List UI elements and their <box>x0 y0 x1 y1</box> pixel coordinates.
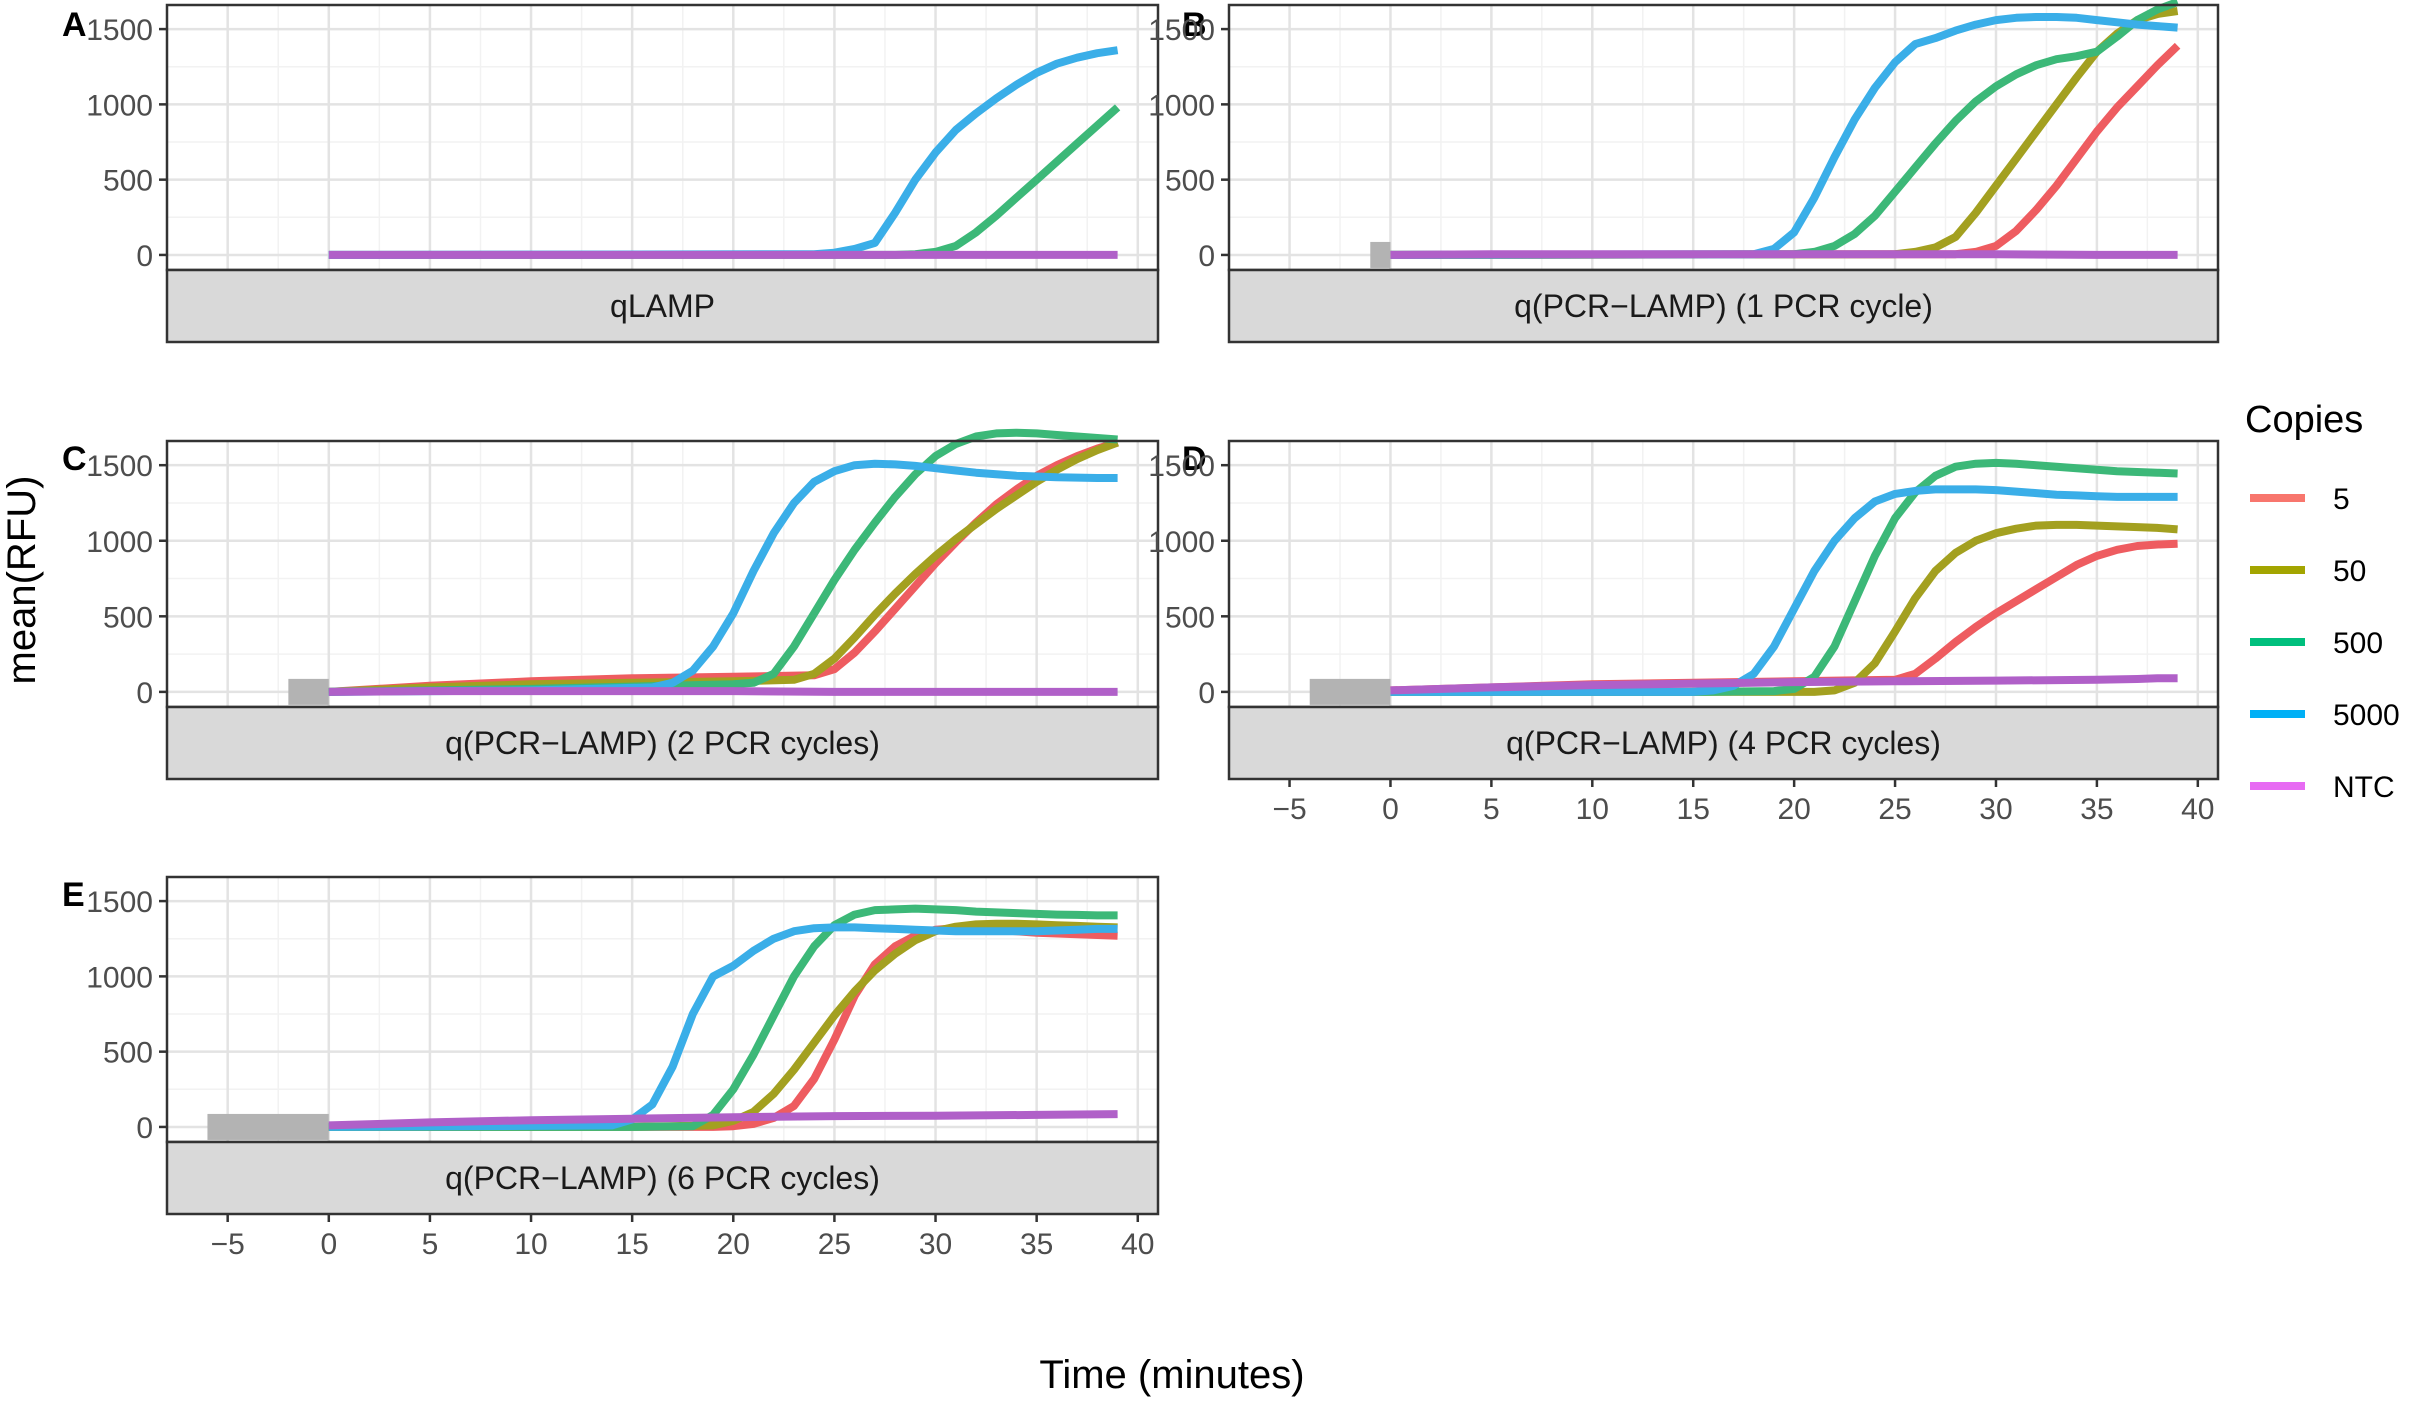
y-tick-label: 500 <box>103 1037 153 1070</box>
series-line-5000 <box>1390 13 2178 259</box>
strip-background <box>165 1140 1160 1216</box>
x-tick-label: 15 <box>615 1228 648 1261</box>
y-tick-label: 500 <box>1165 601 1215 634</box>
series-line-ntc <box>1390 250 2178 259</box>
plot-background <box>167 441 1158 707</box>
x-tick-label: −5 <box>211 1228 245 1261</box>
x-tick-label: 0 <box>320 1228 337 1261</box>
y-tick-label: 1500 <box>1148 14 1215 47</box>
series-line-500 <box>1390 0 2179 259</box>
panel-e: q(PCR−LAMP) (6 PCR cycles) E 0 500 1000 1500 −… <box>62 875 1160 1261</box>
series-line-ntc <box>328 1110 1118 1130</box>
strip-background <box>1227 268 2220 344</box>
legend-label-500: 500 <box>2333 627 2383 660</box>
y-tick-label: 500 <box>103 601 153 634</box>
strip-label: qLAMP <box>610 288 715 324</box>
y-axis-title: mean(RFU) <box>0 476 44 685</box>
series-line-500 <box>328 428 1118 696</box>
y-tick-label: 1500 <box>86 886 153 919</box>
pcr-cycles-bar <box>288 678 329 705</box>
legend: Copies 5 50 500 5000 NTC <box>2245 399 2400 804</box>
y-tick-label: 0 <box>1198 240 1215 273</box>
x-tick-label: 25 <box>1878 793 1911 826</box>
plot-background <box>167 5 1158 270</box>
panel-letter: E <box>62 876 85 914</box>
panel-letter: D <box>1182 440 1207 478</box>
legend-label-5000: 5000 <box>2333 699 2400 732</box>
legend-label-5: 5 <box>2333 483 2350 516</box>
y-tick-label: 0 <box>136 677 153 710</box>
x-tick-label: 20 <box>1777 793 1810 826</box>
x-tick-label: 20 <box>717 1228 750 1261</box>
pcr-cycles-bar <box>207 1113 329 1140</box>
panel-c: q(PCR−LAMP) (2 PCR cycles) C 0 500 1000 1500 <box>62 428 1160 781</box>
y-tick-label: 500 <box>103 165 153 198</box>
pcr-cycles-bar <box>1309 678 1391 705</box>
legend-label-ntc: NTC <box>2333 771 2395 804</box>
series-line-5000 <box>328 46 1119 259</box>
y-tick-label: 0 <box>1198 677 1215 710</box>
y-tick-label: 1500 <box>86 14 153 47</box>
x-tick-label: 30 <box>919 1228 952 1261</box>
pcr-cycles-bar <box>1370 241 1391 268</box>
strip-background <box>1227 705 2220 781</box>
strip-background <box>165 705 1160 781</box>
x-tick-label: 25 <box>818 1228 851 1261</box>
x-tick-label: 10 <box>1576 793 1609 826</box>
series-line-5 <box>328 438 1119 696</box>
y-tick-label: 0 <box>136 240 153 273</box>
y-tick-label: 1000 <box>86 961 153 994</box>
y-tick-label: 0 <box>136 1112 153 1145</box>
y-tick-label: 1000 <box>86 89 153 122</box>
x-tick-label: 30 <box>1979 793 2012 826</box>
series-line-ntc <box>1390 674 2178 695</box>
panel-d: q(PCR−LAMP) (4 PCR cycles) D 0 500 1000 1500 −… <box>1148 439 2220 826</box>
x-tick-label: 0 <box>1382 793 1399 826</box>
y-tick-label: 1000 <box>1148 89 1215 122</box>
series-line-ntc <box>328 687 1118 696</box>
y-tick-label: 1000 <box>1148 526 1215 559</box>
x-tick-label: 5 <box>422 1228 439 1261</box>
legend-label-50: 50 <box>2333 555 2366 588</box>
legend-title: Copies <box>2245 399 2363 441</box>
panel-letter: B <box>1182 6 1207 44</box>
plot-background <box>1229 5 2218 270</box>
strip-background <box>165 268 1160 344</box>
panel-b: q(PCR−LAMP) (1 PCR cycle) B 0 500 1000 1500 <box>1148 0 2220 344</box>
x-tick-label: 10 <box>514 1228 547 1261</box>
x-tick-label: 35 <box>1020 1228 1053 1261</box>
plot-background <box>1229 441 2218 707</box>
x-tick-label: 40 <box>1121 1228 1154 1261</box>
x-tick-label: 40 <box>2181 793 2214 826</box>
series-line-5000 <box>1390 485 2178 696</box>
x-tick-label: 15 <box>1677 793 1710 826</box>
y-tick-label: 1500 <box>86 450 153 483</box>
x-tick-label: −5 <box>1272 793 1306 826</box>
panel-letter: C <box>62 440 87 478</box>
panel-letter: A <box>62 6 87 44</box>
series-line-5000 <box>328 459 1118 696</box>
series-line-5000 <box>328 923 1118 1131</box>
panel-a: qLAMP A 0 500 1000 1500 <box>62 3 1160 344</box>
strip-label: q(PCR−LAMP) (4 PCR cycles) <box>1506 725 1941 761</box>
x-axis-title: Time (minutes) <box>1039 1353 1304 1397</box>
strip-label: q(PCR−LAMP) (1 PCR cycle) <box>1514 288 1933 324</box>
y-tick-label: 1500 <box>1148 450 1215 483</box>
x-tick-label: 5 <box>1483 793 1500 826</box>
series-line-50 <box>1390 520 2178 696</box>
strip-label: q(PCR−LAMP) (2 PCR cycles) <box>445 725 880 761</box>
strip-label: q(PCR−LAMP) (6 PCR cycles) <box>445 1160 880 1196</box>
series-line-500 <box>328 904 1118 1131</box>
x-tick-label: 35 <box>2080 793 2113 826</box>
y-tick-label: 1000 <box>86 526 153 559</box>
y-tick-label: 500 <box>1165 165 1215 198</box>
